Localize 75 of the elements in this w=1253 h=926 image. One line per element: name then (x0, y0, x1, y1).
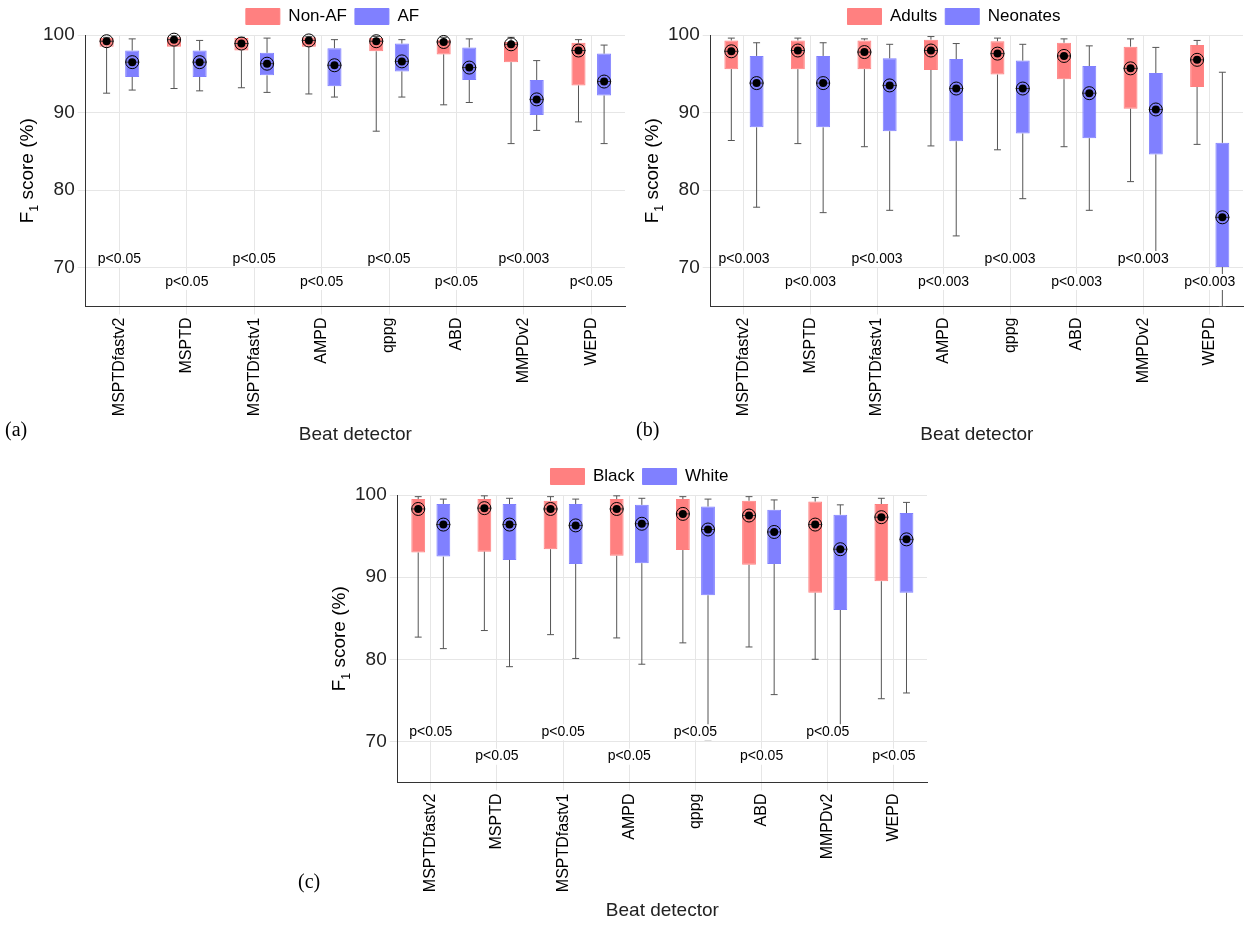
y-tick-label: 70 (365, 729, 387, 751)
y-tick-label: 100 (668, 23, 700, 45)
x-tick-label: MSPTDfastv2 (421, 793, 439, 893)
x-tick-label: qppg (379, 317, 397, 354)
y-tick-label: 90 (365, 565, 387, 587)
x-tick-label: qppg (685, 793, 703, 830)
annotation: p<0.003 (718, 249, 770, 266)
x-tick-label: WEPD (884, 793, 902, 842)
y-tick-label: 100 (355, 483, 387, 505)
x-axis-title: Beat detector (298, 422, 413, 444)
legend-label: White (685, 466, 729, 486)
annotation: p<0.05 (232, 249, 277, 266)
annotation: p<0.003 (1184, 272, 1236, 289)
x-tick-label: AMPD (933, 317, 951, 364)
annotation: p<0.05 (165, 272, 209, 289)
x-axis-title: Beat detector (920, 422, 1035, 444)
annotation: p<0.003 (785, 272, 837, 289)
annotation: p<0.003 (851, 249, 903, 266)
annotation: p<0.05 (434, 272, 479, 289)
legend-label: AF (397, 6, 420, 26)
x-tick-label: qppg (1000, 317, 1018, 354)
annotation: p<0.05 (475, 747, 519, 764)
y-axis-title: F1 score (%) (640, 118, 666, 224)
annotation: p<0.05 (872, 747, 916, 764)
y-tick-label: 80 (365, 647, 387, 669)
legend-label: Neonates (987, 6, 1061, 26)
legend-label: Non-AF (288, 6, 347, 26)
x-tick-label: ABD (446, 317, 464, 351)
annotation: p<0.05 (300, 272, 344, 289)
y-tick-label: 70 (678, 255, 700, 277)
x-tick-label: WEPD (581, 317, 599, 366)
y-tick-label: 80 (53, 178, 75, 200)
x-axis-title: Beat detector (605, 898, 720, 920)
x-tick-label: ABD (1067, 317, 1085, 351)
legend-label: Black (592, 466, 636, 486)
x-tick-label: MSPTD (487, 793, 505, 850)
text: (a) (5, 418, 28, 441)
annotation: p<0.05 (569, 272, 614, 289)
y-axis-title: F1 score (%) (15, 118, 41, 224)
text: (c) (298, 870, 321, 893)
x-tick-label: MSPTDfastv1 (244, 317, 262, 417)
text: (b) (636, 418, 660, 441)
y-tick-label: 70 (53, 255, 75, 277)
annotation: p<0.05 (409, 723, 453, 740)
annotation: p<0.05 (367, 249, 411, 266)
x-tick-label: MSPTDfastv2 (109, 317, 127, 417)
x-tick-label: MSPTD (177, 317, 195, 374)
annotation: p<0.003 (984, 249, 1036, 266)
annotation: p<0.05 (739, 747, 784, 764)
y-tick-label: 80 (678, 178, 700, 200)
x-tick-label: MSPTDfastv1 (867, 317, 885, 417)
annotation: p<0.003 (1117, 249, 1169, 266)
x-tick-label: MSPTD (800, 317, 818, 374)
annotation: p<0.05 (541, 723, 585, 740)
y-tick-label: 90 (53, 100, 75, 122)
x-tick-label: AMPD (312, 317, 330, 364)
annotation: p<0.003 (1051, 272, 1103, 289)
y-tick-label: 90 (678, 100, 700, 122)
annotation: p<0.05 (97, 249, 142, 266)
x-tick-label: MMPDv2 (818, 793, 836, 860)
x-tick-label: ABD (752, 793, 769, 827)
annotation: p<0.003 (498, 249, 550, 266)
y-tick-label: 100 (43, 23, 75, 45)
annotation: p<0.05 (806, 723, 850, 740)
x-tick-label: MSPTDfastv2 (734, 317, 752, 417)
x-tick-label: WEPD (1200, 317, 1218, 366)
x-tick-label: MMPDv2 (514, 317, 532, 384)
legend-label: Adults (889, 6, 938, 26)
y-axis-title: F1 score (%) (327, 586, 353, 692)
annotation: p<0.003 (918, 272, 970, 289)
x-tick-label: AMPD (619, 793, 637, 840)
annotation: p<0.05 (607, 747, 652, 764)
annotation: p<0.05 (673, 723, 718, 740)
x-tick-label: MSPTDfastv1 (553, 793, 571, 893)
x-tick-label: MMPDv2 (1133, 317, 1151, 384)
